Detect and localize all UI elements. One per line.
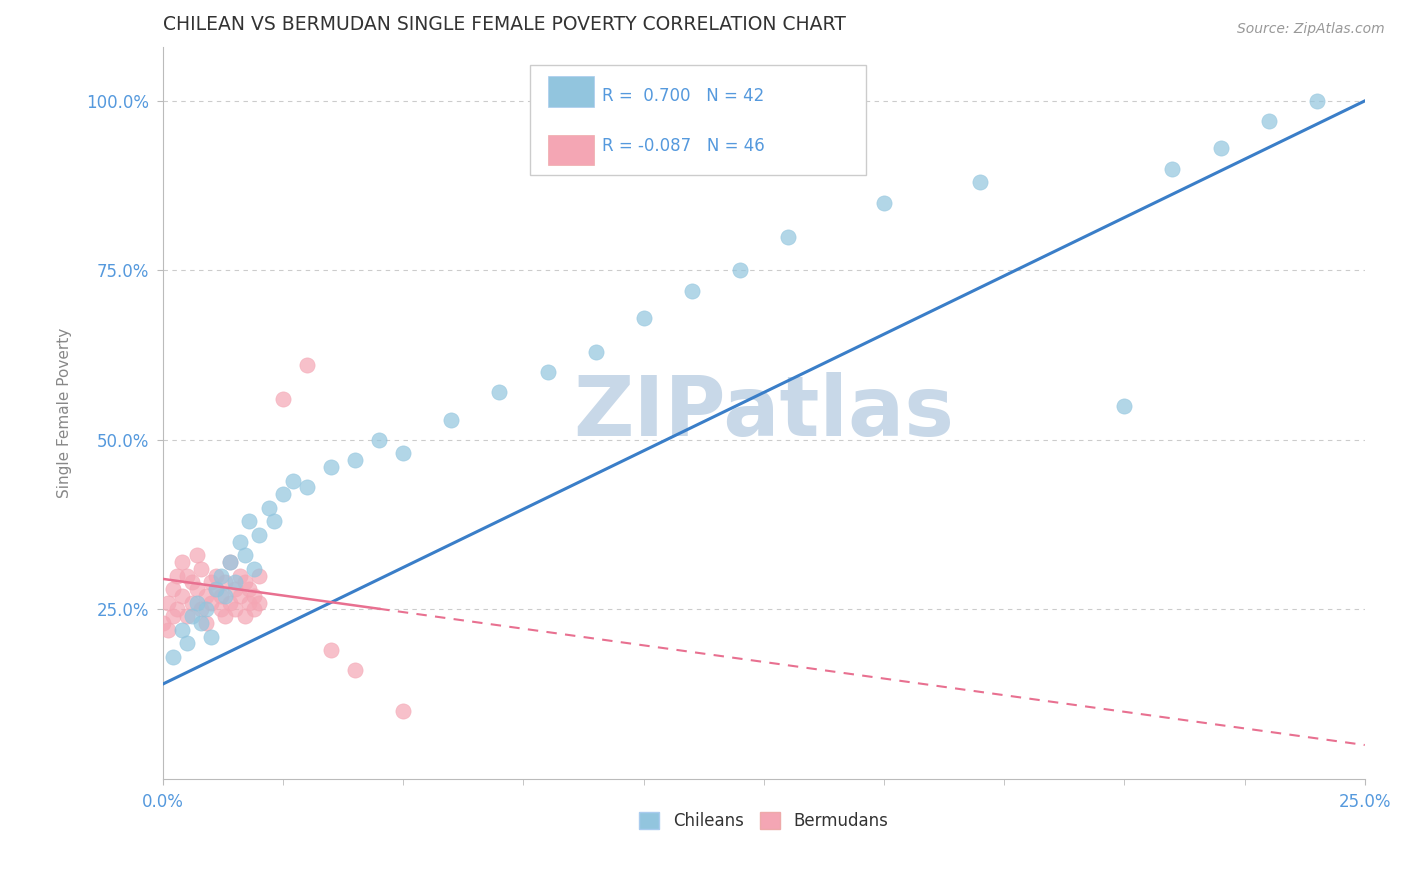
Text: CHILEAN VS BERMUDAN SINGLE FEMALE POVERTY CORRELATION CHART: CHILEAN VS BERMUDAN SINGLE FEMALE POVERT… xyxy=(163,15,846,34)
Point xyxy=(219,555,242,569)
Point xyxy=(295,359,318,373)
Point xyxy=(214,589,236,603)
Point xyxy=(180,609,202,624)
Point xyxy=(176,568,198,582)
Point xyxy=(238,596,260,610)
Point xyxy=(969,175,991,189)
Point xyxy=(263,514,285,528)
Legend: Chileans, Bermudans: Chileans, Bermudans xyxy=(633,805,896,837)
Point xyxy=(172,623,194,637)
Point xyxy=(873,195,896,210)
Y-axis label: Single Female Poverty: Single Female Poverty xyxy=(58,327,72,498)
Point xyxy=(536,365,558,379)
Point xyxy=(156,623,179,637)
Point xyxy=(205,568,228,582)
Point xyxy=(368,433,391,447)
Point xyxy=(219,555,242,569)
FancyBboxPatch shape xyxy=(547,77,595,107)
Point xyxy=(186,548,208,562)
Point xyxy=(180,575,202,590)
Point xyxy=(209,589,232,603)
Point xyxy=(247,568,270,582)
Point xyxy=(186,582,208,596)
Point xyxy=(440,412,463,426)
Point xyxy=(238,582,260,596)
Point xyxy=(295,480,318,494)
Point xyxy=(392,446,415,460)
Point xyxy=(776,229,799,244)
Point xyxy=(205,582,228,596)
Point xyxy=(247,596,270,610)
Point xyxy=(200,575,222,590)
Point xyxy=(488,385,510,400)
Point xyxy=(1305,94,1327,108)
Point xyxy=(243,562,266,576)
FancyBboxPatch shape xyxy=(530,65,866,175)
Point xyxy=(1114,399,1136,413)
Point xyxy=(214,575,236,590)
Point xyxy=(200,630,222,644)
Text: ZIPatlas: ZIPatlas xyxy=(574,372,955,453)
Point xyxy=(243,589,266,603)
Point xyxy=(195,615,218,630)
Point xyxy=(162,649,184,664)
Point xyxy=(281,474,304,488)
Point xyxy=(344,664,367,678)
Point xyxy=(195,602,218,616)
Point xyxy=(205,582,228,596)
Point xyxy=(229,589,252,603)
Point xyxy=(209,568,232,582)
Point xyxy=(195,589,218,603)
FancyBboxPatch shape xyxy=(547,135,595,165)
Point xyxy=(1257,114,1279,128)
Point xyxy=(233,575,256,590)
Point xyxy=(152,615,174,630)
Point xyxy=(585,344,607,359)
Point xyxy=(186,596,208,610)
Point xyxy=(176,636,198,650)
Point xyxy=(172,589,194,603)
Point xyxy=(321,643,343,657)
Point xyxy=(214,609,236,624)
Point xyxy=(271,487,294,501)
Point xyxy=(209,602,232,616)
Point xyxy=(162,609,184,624)
Point xyxy=(224,602,246,616)
Point xyxy=(257,500,280,515)
Point xyxy=(156,596,179,610)
Point xyxy=(233,548,256,562)
Point xyxy=(728,263,751,277)
Point xyxy=(176,609,198,624)
Text: R =  0.700   N = 42: R = 0.700 N = 42 xyxy=(602,87,763,105)
Point xyxy=(166,602,188,616)
Point xyxy=(321,460,343,475)
Point xyxy=(271,392,294,407)
Text: Source: ZipAtlas.com: Source: ZipAtlas.com xyxy=(1237,22,1385,37)
Point xyxy=(238,514,260,528)
Point xyxy=(224,575,246,590)
Point xyxy=(233,609,256,624)
Text: R = -0.087   N = 46: R = -0.087 N = 46 xyxy=(602,136,765,154)
Point xyxy=(190,562,212,576)
Point xyxy=(681,284,703,298)
Point xyxy=(633,310,655,325)
Point xyxy=(172,555,194,569)
Point xyxy=(1161,161,1184,176)
Point xyxy=(1209,141,1232,155)
Point xyxy=(224,582,246,596)
Point xyxy=(229,534,252,549)
Point xyxy=(243,602,266,616)
Point xyxy=(219,596,242,610)
Point xyxy=(162,582,184,596)
Point xyxy=(344,453,367,467)
Point xyxy=(166,568,188,582)
Point xyxy=(190,602,212,616)
Point xyxy=(200,596,222,610)
Point xyxy=(180,596,202,610)
Point xyxy=(229,568,252,582)
Point xyxy=(392,704,415,718)
Point xyxy=(247,528,270,542)
Point xyxy=(190,615,212,630)
